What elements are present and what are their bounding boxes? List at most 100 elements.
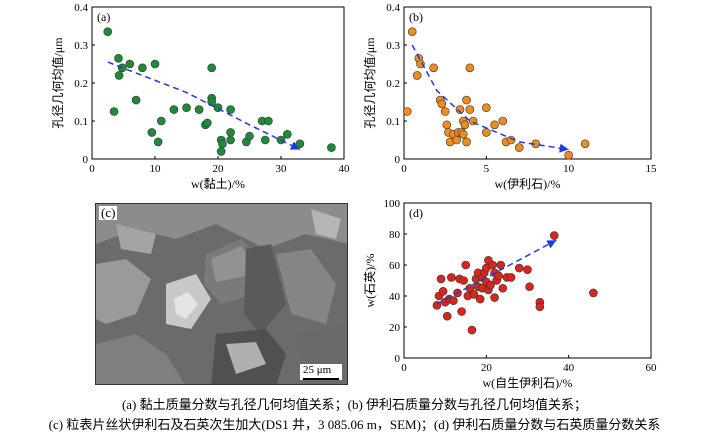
data-point	[416, 59, 425, 69]
y-axis-label: 孔径几何均值/μm	[50, 37, 65, 129]
x-axis-label: w(伊利石)/%	[495, 177, 561, 191]
data-point	[226, 128, 235, 137]
scale-bar-box: 25 μm	[300, 364, 342, 380]
data-point	[407, 27, 417, 37]
data-point	[549, 231, 559, 240]
data-point	[153, 137, 163, 147]
data-point	[462, 95, 471, 105]
data-point	[442, 311, 452, 321]
x-tick-label: 10	[563, 163, 575, 175]
y-tick-label: 0	[395, 154, 401, 166]
data-point	[514, 143, 524, 152]
panel-c-sem-micrograph: (c) 25 μm	[95, 203, 348, 385]
data-point	[488, 260, 497, 270]
y-tick-label: 0.2	[74, 78, 88, 90]
y-tick-label: 0.3	[386, 40, 400, 52]
panel-label: (a)	[97, 10, 110, 24]
y-tick-label: 0.1	[74, 116, 88, 128]
data-point	[506, 273, 516, 282]
x-tick-label: 40	[339, 163, 351, 175]
data-point	[465, 105, 475, 114]
x-axis-label: w(黏土)/%	[191, 177, 245, 191]
scale-bar-line	[303, 378, 339, 380]
data-point	[459, 276, 468, 285]
panel-label: (d)	[409, 206, 423, 220]
data-point	[245, 131, 254, 141]
y-tick-label: 100	[384, 198, 401, 210]
data-point	[482, 103, 491, 112]
x-tick-label: 40	[563, 362, 575, 374]
data-point	[580, 139, 590, 149]
trend-arrow	[411, 44, 569, 153]
panel-b-illite-vs-pore-size: 0 5 10 15 0 0.1 0.2 0.3 0.4 (b) w(伊利石)/% 孔径几何均值/μm	[362, 2, 657, 191]
data-point	[109, 107, 119, 116]
data-point	[475, 294, 485, 304]
data-point	[260, 135, 270, 145]
data-point	[467, 325, 477, 335]
x-tick-label: 5	[484, 163, 490, 175]
data-point	[157, 116, 166, 126]
x-tick-label: 60	[646, 362, 658, 374]
data-point	[514, 263, 524, 273]
x-axis-label: w(自生伊利石)/%	[483, 376, 573, 390]
trend-arrow	[436, 239, 557, 305]
y-tick-label: 0.1	[386, 116, 400, 128]
x-tick-label: 15	[646, 163, 658, 175]
data-point	[461, 260, 471, 270]
data-point	[490, 120, 499, 130]
data-point	[452, 135, 461, 145]
x-tick-label: 0	[401, 362, 407, 374]
data-point	[226, 105, 235, 114]
data-point	[469, 290, 479, 299]
data-point	[327, 143, 336, 152]
data-point	[438, 287, 448, 296]
data-point	[216, 147, 226, 156]
data-point	[138, 63, 147, 73]
y-axis-label: 孔径几何均值/μm	[362, 37, 377, 129]
y-tick-label: 0.3	[74, 40, 88, 52]
panel-a-clay-vs-pore-size: 0 10 20 30 40 0 0.1 0.2 0.3 0.4 (a) w(黏土)/% 孔径几何均值/μ…	[50, 2, 350, 191]
data-point	[429, 63, 438, 73]
y-tick-label: 80	[389, 229, 401, 241]
data-point	[440, 107, 450, 116]
y-axis-label: w(石英)/%	[363, 254, 377, 308]
data-point	[295, 139, 305, 149]
y-tick-label: 0	[395, 353, 401, 365]
y-tick-label: 40	[389, 291, 401, 303]
data-point	[465, 63, 475, 73]
plot-frame	[403, 6, 652, 160]
data-point	[486, 280, 495, 290]
data-point	[114, 53, 123, 63]
data-point	[194, 105, 204, 114]
data-point	[589, 288, 598, 298]
y-tick-label: 20	[389, 322, 401, 334]
data-point	[207, 63, 216, 73]
y-tick-label: 0	[83, 154, 89, 166]
x-tick-label: 10	[150, 163, 162, 175]
sem-image	[96, 204, 347, 384]
data-point	[436, 274, 446, 284]
data-point	[564, 150, 573, 160]
data-point	[490, 293, 499, 302]
data-point	[442, 120, 452, 130]
data-point	[462, 137, 471, 147]
data-point	[498, 283, 508, 293]
x-tick-label: 0	[401, 163, 407, 175]
data-point	[460, 120, 470, 130]
data-point	[412, 71, 422, 80]
panel-label: (b)	[409, 10, 423, 24]
data-point	[103, 27, 113, 37]
plot-frame	[403, 202, 652, 359]
x-tick-label: 20	[213, 163, 225, 175]
data-point	[147, 128, 157, 137]
data-point	[182, 103, 191, 112]
data-point	[437, 99, 447, 109]
data-point	[218, 139, 227, 149]
data-point	[457, 307, 466, 316]
y-tick-label: 0.4	[386, 2, 400, 14]
data-point	[458, 130, 468, 139]
data-point	[264, 116, 273, 126]
data-point	[202, 118, 212, 128]
data-point	[114, 71, 124, 80]
